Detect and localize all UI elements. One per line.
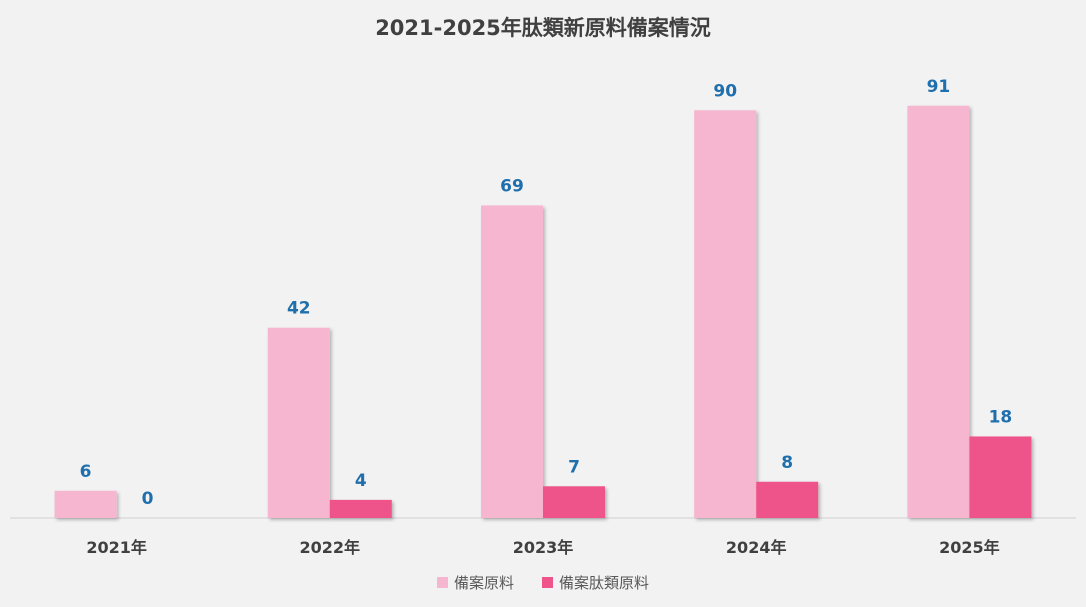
data-label-series-1-0: 0 [142, 489, 154, 509]
x-tick-label-3: 2024年 [726, 538, 787, 557]
legend-item-series-0[interactable]: 備案原料 [436, 572, 514, 593]
bar-series-1-4[interactable] [969, 436, 1032, 518]
legend-swatch-series-0 [436, 577, 448, 588]
x-tick-label-1: 2022年 [300, 538, 361, 557]
data-label-series-1-1: 4 [355, 471, 367, 491]
bar-series-1-3[interactable] [756, 481, 819, 518]
data-label-series-0-0: 6 [80, 462, 92, 482]
data-label-series-0-1: 42 [287, 299, 311, 319]
data-label-series-1-3: 8 [781, 453, 793, 473]
x-tick-label-2: 2023年 [513, 538, 574, 557]
bar-series-0-1[interactable] [267, 327, 330, 518]
bar-series-1-1[interactable] [329, 499, 392, 518]
data-label-series-1-2: 7 [568, 457, 580, 477]
legend-swatch-series-1 [542, 577, 553, 588]
x-tick-label-0: 2021年 [86, 538, 147, 557]
data-label-series-1-4: 18 [989, 407, 1013, 427]
legend-label-series-0: 備案原料 [453, 574, 514, 592]
legend-label-series-1: 備案肽類原料 [559, 574, 650, 592]
bar-series-0-2[interactable] [481, 205, 543, 518]
data-label-series-0-3: 90 [713, 81, 737, 101]
legend: 備案原料 備案肽類原料 [0, 572, 1086, 593]
bar-series-0-0[interactable] [54, 490, 117, 518]
x-tick-label-4: 2025年 [939, 538, 1000, 557]
bar-series-1-2[interactable] [543, 486, 605, 518]
chart-title: 2021-2025年肽類新原料備案情況 [375, 16, 711, 40]
legend-item-series-1[interactable]: 備案肽類原料 [542, 572, 649, 593]
bar-series-0-4[interactable] [907, 105, 970, 519]
bar-series-0-3[interactable] [694, 110, 757, 519]
data-label-series-0-2: 69 [500, 176, 524, 196]
data-label-series-0-4: 91 [927, 77, 951, 97]
